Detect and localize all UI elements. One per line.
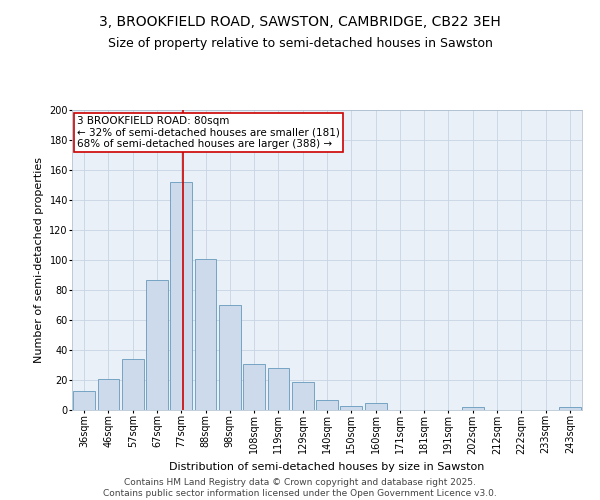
Bar	[97, 378, 119, 410]
Bar	[340, 406, 362, 410]
Bar	[146, 280, 168, 410]
Bar	[194, 258, 217, 410]
Bar	[243, 364, 265, 410]
X-axis label: Distribution of semi-detached houses by size in Sawston: Distribution of semi-detached houses by …	[169, 462, 485, 472]
Bar	[292, 382, 314, 410]
Bar	[122, 359, 143, 410]
Text: Contains HM Land Registry data © Crown copyright and database right 2025.
Contai: Contains HM Land Registry data © Crown c…	[103, 478, 497, 498]
Bar	[365, 402, 386, 410]
Y-axis label: Number of semi-detached properties: Number of semi-detached properties	[34, 157, 44, 363]
Text: 3, BROOKFIELD ROAD, SAWSTON, CAMBRIDGE, CB22 3EH: 3, BROOKFIELD ROAD, SAWSTON, CAMBRIDGE, …	[99, 15, 501, 29]
Bar	[219, 305, 241, 410]
Bar	[559, 407, 581, 410]
Bar	[268, 368, 289, 410]
Bar	[170, 182, 192, 410]
Bar	[462, 407, 484, 410]
Bar	[73, 390, 95, 410]
Bar	[316, 400, 338, 410]
Text: 3 BROOKFIELD ROAD: 80sqm
← 32% of semi-detached houses are smaller (181)
68% of : 3 BROOKFIELD ROAD: 80sqm ← 32% of semi-d…	[77, 116, 340, 149]
Text: Size of property relative to semi-detached houses in Sawston: Size of property relative to semi-detach…	[107, 38, 493, 51]
